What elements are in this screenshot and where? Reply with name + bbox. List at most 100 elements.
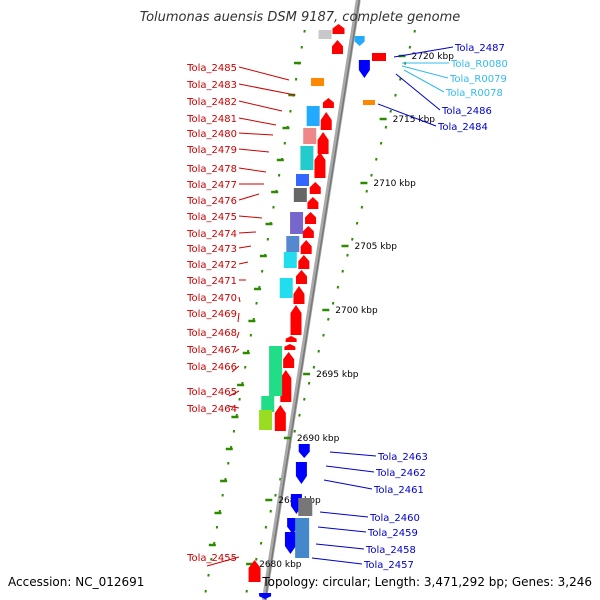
gene-leader-line bbox=[323, 479, 373, 490]
scale-dot bbox=[269, 509, 272, 513]
gene-arrow bbox=[354, 36, 365, 46]
gene-label-left: Tola_2471 bbox=[186, 276, 237, 287]
scale-dot bbox=[399, 77, 402, 81]
feature-block bbox=[303, 128, 317, 144]
scale-dot bbox=[307, 381, 311, 385]
gene-arrow bbox=[332, 24, 345, 34]
feature-block bbox=[286, 236, 300, 252]
gene-label-left: Tola_2465 bbox=[186, 387, 237, 398]
scale-dot bbox=[336, 285, 340, 289]
gene-arrow bbox=[298, 444, 310, 458]
scale-dot bbox=[413, 29, 416, 33]
genome-backbone bbox=[261, 0, 361, 600]
gene-label-left: Tola_2472 bbox=[186, 260, 237, 271]
gene-arrow bbox=[332, 40, 343, 54]
accession-text: Accession: NC_012691 bbox=[8, 575, 145, 589]
scale-dot bbox=[346, 253, 349, 257]
gene-leader-line bbox=[206, 556, 240, 567]
gene-arrow bbox=[358, 60, 370, 78]
gene-leader-line bbox=[393, 46, 454, 58]
gene-leader-line bbox=[395, 73, 441, 111]
scale-dot bbox=[317, 349, 320, 353]
gene-arrow bbox=[284, 532, 296, 554]
scale-dot bbox=[360, 205, 364, 209]
feature-block bbox=[306, 106, 320, 126]
feature-block bbox=[295, 518, 310, 558]
gene-label-right: Tola_2463 bbox=[377, 452, 428, 463]
gene-label-right: Tola_2460 bbox=[369, 513, 420, 524]
gene-label-left: Tola_2485 bbox=[186, 63, 237, 74]
gene-arrow bbox=[285, 336, 297, 342]
gene-arrow bbox=[284, 344, 296, 350]
axis-label: 2695 kbp bbox=[316, 370, 359, 380]
scale-dot bbox=[264, 525, 268, 529]
gene-leader-line bbox=[238, 193, 260, 201]
axis-label: 2700 kbp bbox=[335, 306, 378, 316]
gene-arrow bbox=[248, 560, 261, 582]
gene-label-left: Tola_2455 bbox=[186, 553, 237, 564]
scale-dot bbox=[279, 477, 282, 481]
gene-label-left: Tola_2477 bbox=[186, 180, 237, 191]
gene-arrow bbox=[298, 255, 310, 269]
gene-leader-line bbox=[319, 511, 369, 518]
scale-dot bbox=[341, 269, 344, 273]
gene-label-right: Tola_2459 bbox=[367, 528, 418, 539]
gene-label-left: Tola_2473 bbox=[186, 244, 237, 255]
gene-arrow bbox=[283, 352, 295, 368]
gene-label-right: Tola_R0080 bbox=[450, 59, 508, 70]
scale-dot bbox=[327, 317, 330, 321]
gene-label-left: Tola_2464 bbox=[186, 404, 237, 415]
gene-leader-line bbox=[236, 331, 240, 339]
gene-leader-line bbox=[311, 557, 363, 565]
feature-block bbox=[296, 174, 310, 186]
scale-dot bbox=[312, 365, 316, 369]
scale-dot bbox=[322, 333, 325, 337]
feature-block bbox=[311, 78, 325, 86]
gene-label-left: Tola_2466 bbox=[186, 362, 237, 373]
gene-leader-line bbox=[238, 117, 277, 126]
gene-leader-line bbox=[238, 132, 274, 136]
gene-leader-line bbox=[317, 526, 367, 533]
gene-label-left: Tola_2481 bbox=[186, 114, 237, 125]
gene-arrow bbox=[293, 286, 305, 304]
gene-label-left: Tola_2482 bbox=[186, 97, 237, 108]
gene-label-right: Tola_2486 bbox=[441, 106, 492, 117]
gene-arrow bbox=[307, 197, 319, 209]
gene-arrow bbox=[314, 152, 326, 178]
scale-dot bbox=[255, 557, 258, 561]
scale-dot bbox=[245, 589, 248, 593]
gene-leader-line bbox=[237, 312, 240, 323]
gene-arrow bbox=[295, 462, 307, 484]
axis-label: 2680 kbp bbox=[259, 560, 302, 570]
gene-label-left: Tola_2474 bbox=[186, 229, 237, 240]
gene-leader-line bbox=[238, 296, 241, 303]
scale-dot bbox=[303, 397, 306, 401]
feature-block bbox=[372, 53, 386, 61]
gene-leader-line bbox=[238, 100, 283, 112]
feature-block bbox=[298, 498, 313, 516]
gene-leader-line bbox=[401, 65, 449, 79]
gene-arrow bbox=[259, 593, 272, 599]
axis-label: 2690 kbp bbox=[297, 434, 340, 444]
gene-arrow bbox=[290, 305, 302, 335]
gene-leader-line bbox=[238, 83, 296, 96]
gene-leader-line bbox=[238, 148, 270, 153]
gene-leader-line bbox=[238, 66, 290, 81]
gene-arrow bbox=[309, 182, 321, 194]
genome-backbone-edge bbox=[264, 0, 361, 600]
gene-label-left: Tola_2469 bbox=[186, 309, 237, 320]
gene-arrow bbox=[320, 112, 332, 130]
gene-label-left: Tola_2479 bbox=[186, 145, 237, 156]
gene-label-right: Tola_R0079 bbox=[449, 74, 507, 85]
scale-dot bbox=[293, 429, 296, 433]
gene-label-left: Tola_2468 bbox=[186, 328, 237, 339]
gene-leader-line bbox=[228, 390, 240, 397]
gene-leader-line bbox=[234, 348, 240, 353]
feature-block bbox=[293, 188, 307, 202]
genome-title: Tolumonas auensis DSM 9187, complete gen… bbox=[139, 10, 461, 25]
scale-dot bbox=[298, 413, 301, 417]
gene-label-right: Tola_2457 bbox=[363, 560, 414, 571]
gene-arrow bbox=[274, 405, 286, 431]
gene-leader-line bbox=[238, 261, 249, 265]
